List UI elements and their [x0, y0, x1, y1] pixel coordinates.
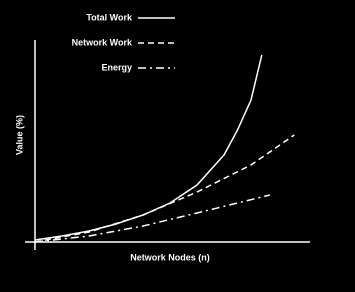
y-axis-label: Value (%) [14, 115, 24, 155]
series-line [34, 54, 263, 241]
series-line [34, 134, 295, 243]
legend-label: Network Work [72, 37, 133, 47]
x-axis-label: Network Nodes (n) [130, 252, 210, 262]
legend-label: Total Work [86, 12, 133, 22]
legend-label: Energy [101, 62, 132, 72]
series-line [34, 194, 271, 243]
